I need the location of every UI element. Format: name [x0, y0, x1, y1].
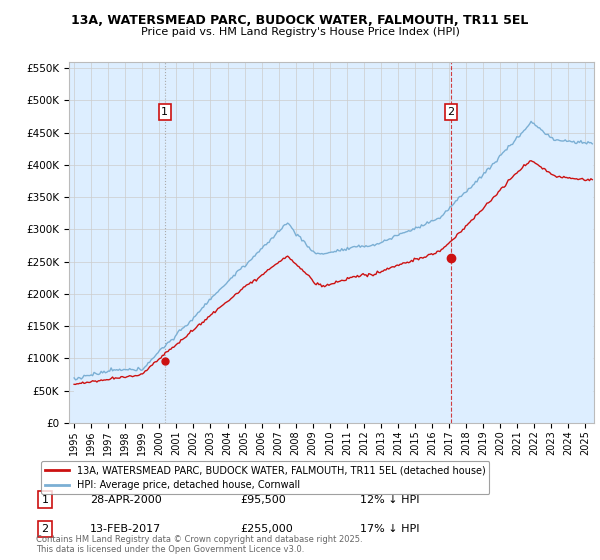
Text: 13-FEB-2017: 13-FEB-2017: [90, 524, 161, 534]
Text: 1: 1: [161, 107, 168, 117]
Text: 12% ↓ HPI: 12% ↓ HPI: [360, 494, 419, 505]
Legend: 13A, WATERSMEAD PARC, BUDOCK WATER, FALMOUTH, TR11 5EL (detached house), HPI: Av: 13A, WATERSMEAD PARC, BUDOCK WATER, FALM…: [41, 461, 490, 494]
Text: 2: 2: [448, 107, 455, 117]
Text: 28-APR-2000: 28-APR-2000: [90, 494, 162, 505]
Text: £255,000: £255,000: [240, 524, 293, 534]
Text: 1: 1: [41, 494, 49, 505]
Text: 2: 2: [41, 524, 49, 534]
Text: 13A, WATERSMEAD PARC, BUDOCK WATER, FALMOUTH, TR11 5EL: 13A, WATERSMEAD PARC, BUDOCK WATER, FALM…: [71, 14, 529, 27]
Text: Price paid vs. HM Land Registry's House Price Index (HPI): Price paid vs. HM Land Registry's House …: [140, 27, 460, 37]
Text: 17% ↓ HPI: 17% ↓ HPI: [360, 524, 419, 534]
Text: Contains HM Land Registry data © Crown copyright and database right 2025.
This d: Contains HM Land Registry data © Crown c…: [36, 535, 362, 554]
Text: £95,500: £95,500: [240, 494, 286, 505]
